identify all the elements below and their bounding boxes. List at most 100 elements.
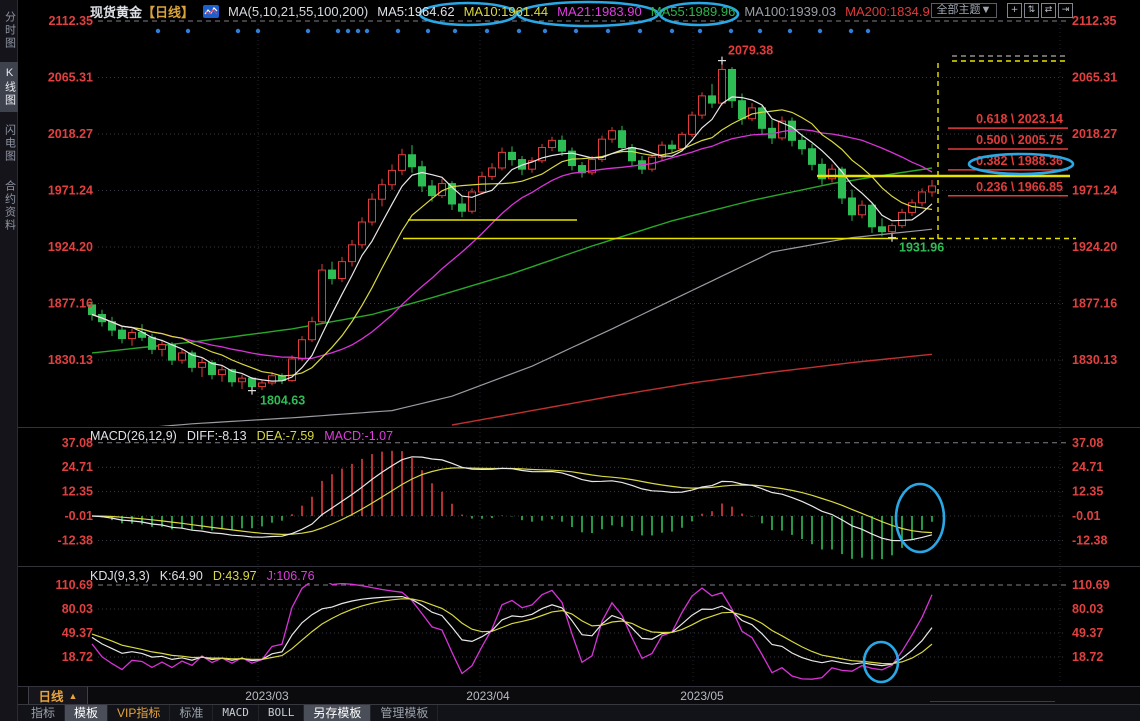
event-dot[interactable]: [697, 28, 703, 34]
pan-icon[interactable]: +: [1007, 3, 1022, 18]
event-dot[interactable]: [335, 28, 341, 34]
fib-level-label: 0.382 \ 1988.36: [976, 154, 1063, 168]
axis-price-label: 18.72: [62, 650, 93, 664]
kdj-j-line: [91, 583, 933, 680]
macd-dea-value: DEA:-7.59: [256, 429, 315, 443]
event-dot[interactable]: [235, 28, 241, 34]
axis-price-label: 18.72: [1072, 650, 1103, 664]
event-dot[interactable]: [452, 28, 458, 34]
chart-canvas[interactable]: 0.618 \ 2023.14 0.500 \ 2005.75 0.382 \ 19…: [0, 0, 1140, 686]
event-dot[interactable]: [345, 28, 351, 34]
ma-overlay-line: [91, 167, 933, 354]
axis-price-label: 37.08: [1072, 436, 1103, 450]
event-dot[interactable]: [484, 28, 490, 34]
price-marker-label: 1931.96: [899, 241, 944, 255]
date-axis-label: 2023/03: [245, 689, 289, 703]
sidebar-item-lightning-chart[interactable]: 闪电图: [3, 124, 16, 163]
ma-values: MA5:1964.62 MA10:1961.44 MA21:1983.90 MA55:…: [377, 4, 929, 19]
pan-right-icon[interactable]: ⇥: [1058, 3, 1073, 18]
chart-toolbar: + ⇅ ⇄ ⇥: [1007, 3, 1073, 18]
event-dot[interactable]: [542, 28, 548, 34]
price-marker-label: 1804.63: [260, 394, 305, 408]
tab-indicator[interactable]: 指标: [22, 705, 66, 721]
axis-price-label: 2018.27: [48, 127, 93, 141]
axis-price-label: 1877.16: [1072, 297, 1117, 311]
event-dot[interactable]: [848, 28, 854, 34]
event-dot[interactable]: [757, 28, 763, 34]
axis-price-label: 2065.31: [1072, 71, 1117, 85]
fib-level-label: 0.236 \ 1966.85: [976, 180, 1063, 194]
axis-price-label: 49.37: [62, 626, 93, 640]
event-dot[interactable]: [155, 28, 161, 34]
event-dot[interactable]: [817, 28, 823, 34]
event-dot[interactable]: [605, 28, 611, 34]
axis-price-label: -12.38: [58, 533, 93, 547]
axis-price-label: 49.37: [1072, 626, 1103, 640]
kdj-j-value: J:106.76: [266, 569, 315, 583]
axis-price-label: 1971.24: [1072, 183, 1117, 197]
event-dot[interactable]: [573, 28, 579, 34]
tab-save-template[interactable]: 另存模板: [304, 705, 372, 721]
kline-chart-icon[interactable]: [203, 4, 220, 18]
event-dot[interactable]: [395, 28, 401, 34]
bottom-tab-bar: 指标 模板 VIP指标 标准 MACD BOLL 另存模板 管理模板: [0, 704, 1140, 721]
event-dot[interactable]: [865, 28, 871, 34]
event-dot[interactable]: [516, 28, 522, 34]
kdj-panel: [91, 583, 933, 680]
event-dot[interactable]: [669, 28, 675, 34]
event-dot[interactable]: [728, 28, 734, 34]
event-dot[interactable]: [787, 28, 793, 34]
macd-macd-value: MACD:-1.07: [324, 429, 394, 443]
period-selector[interactable]: 日线 ▲: [28, 687, 88, 704]
sidebar-item-contract-info[interactable]: 合约资料: [3, 180, 16, 232]
axis-price-label: 2112.35: [49, 14, 94, 28]
macd-indicator-name: MACD(26,12,9): [90, 429, 177, 443]
event-dot[interactable]: [255, 28, 261, 34]
kdj-d-value: D:43.97: [212, 569, 257, 583]
tab-standard[interactable]: 标准: [170, 705, 214, 721]
axis-price-label: 1830.13: [48, 353, 93, 367]
macd-dea-line: [91, 467, 933, 536]
axis-price-label: 24.71: [62, 460, 93, 474]
axis-price-label: 110.69: [55, 578, 93, 592]
tab-macd[interactable]: MACD: [213, 705, 259, 721]
event-dot[interactable]: [637, 28, 643, 34]
kdj-indicator-name: KDJ(9,3,3): [90, 569, 150, 583]
tab-boll[interactable]: BOLL: [259, 705, 305, 721]
zoom-horizontal-icon[interactable]: ⇄: [1041, 3, 1056, 18]
axis-price-label: 80.03: [1072, 602, 1103, 616]
zoom-vertical-icon[interactable]: ⇅: [1024, 3, 1039, 18]
ma-legend-value: MA5:1964.62: [377, 3, 455, 19]
tab-manage-template[interactable]: 管理模板: [371, 705, 439, 721]
fib-level-label: 0.618 \ 2023.14: [976, 112, 1063, 126]
axis-price-label: 2065.31: [48, 71, 93, 85]
axis-price-label: 1830.13: [1072, 353, 1117, 367]
axis-price-label: 2018.27: [1072, 127, 1117, 141]
period-arrow-icon: ▲: [68, 690, 78, 701]
theme-selector-button[interactable]: 全部主题▼: [931, 3, 997, 18]
ma-legend-value: MA100:1939.03: [744, 3, 837, 19]
event-dot[interactable]: [425, 28, 431, 34]
sidebar: 分时图 K线图 闪电图 合约资料: [0, 0, 18, 721]
ma-legend-value: MA200:1834.9: [845, 3, 930, 19]
horizontal-scrollbar[interactable]: [930, 701, 1055, 702]
tab-vip-indicator[interactable]: VIP指标: [108, 705, 171, 721]
axis-price-label: 1924.20: [48, 240, 93, 254]
event-dot[interactable]: [305, 28, 311, 34]
ma-overlay-line: [451, 353, 933, 426]
sidebar-item-time-chart[interactable]: 分时图: [3, 11, 16, 50]
event-dot[interactable]: [355, 28, 361, 34]
axis-price-label: 12.35: [62, 485, 93, 499]
candles-series[interactable]: [88, 60, 936, 391]
tab-template[interactable]: 模板: [65, 705, 109, 721]
ma10-line: [91, 109, 933, 377]
sidebar-item-kline-chart[interactable]: K线图: [0, 62, 18, 112]
date-axis-label: 2023/04: [466, 689, 510, 703]
kdj-d-line: [91, 598, 933, 665]
event-dot[interactable]: [185, 28, 191, 34]
ma-overlay-line: [158, 228, 933, 426]
event-dot[interactable]: [364, 28, 370, 34]
ma21-line: [91, 128, 933, 360]
axis-price-label: 1924.20: [1072, 240, 1117, 254]
